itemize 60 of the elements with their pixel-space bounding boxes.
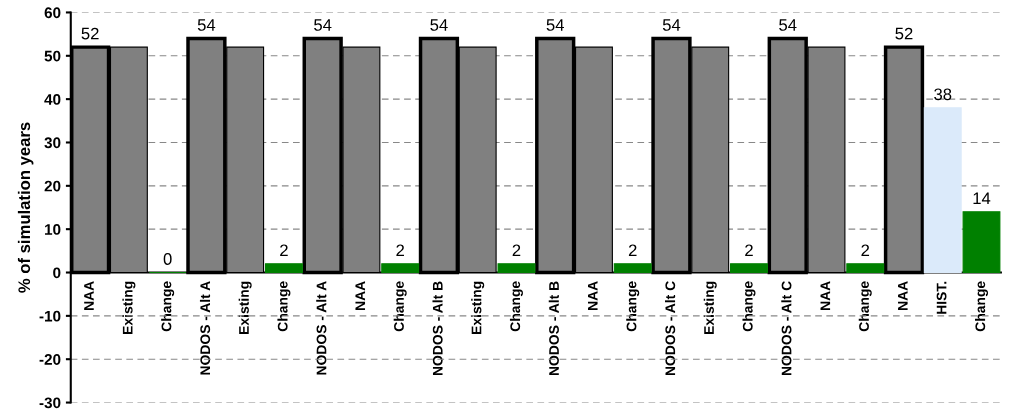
bar	[846, 263, 885, 274]
x-tick-label: HIST.	[936, 281, 947, 314]
x-tick-label: Existing	[122, 281, 136, 334]
x-tick-label: Change	[509, 281, 523, 332]
y-axis-title: % of simulation years	[17, 122, 34, 293]
x-tick-label: Change	[161, 281, 175, 332]
x-tick-label: NAA	[355, 281, 366, 311]
y-tick-label: 40	[44, 94, 61, 105]
y-tick-label: -30	[39, 397, 61, 409]
y-tick-label: 0	[53, 267, 61, 279]
data-label: 54	[197, 19, 216, 31]
data-label: 54	[779, 19, 797, 31]
data-label: 2	[861, 244, 870, 257]
data-label: 38	[934, 88, 952, 101]
bar	[613, 263, 652, 274]
x-tick-label: NAA	[84, 281, 94, 311]
y-tick-label: 50	[44, 50, 61, 62]
data-label: 54	[430, 19, 448, 31]
x-tick-label: Change	[393, 281, 407, 332]
y-tick-label: 10	[45, 224, 61, 235]
x-tick-label: Change	[975, 281, 989, 332]
data-label: 2	[396, 244, 404, 257]
x-tick-label: Existing	[703, 281, 717, 334]
data-label: 2	[280, 244, 288, 257]
x-tick-label: Existing	[238, 281, 252, 334]
x-tick-label: NODOS - Alt A	[199, 281, 211, 375]
bar	[923, 107, 962, 274]
x-tick-label: Existing	[471, 281, 485, 334]
bar	[962, 211, 1001, 274]
data-label: 14	[973, 192, 991, 205]
x-tick-label: Change	[858, 281, 872, 332]
bar	[730, 263, 768, 274]
data-label: 2	[512, 244, 521, 257]
y-tick-label: -20	[39, 354, 61, 365]
x-tick-label: NAA	[820, 281, 831, 311]
x-tick-label: NODOS - Alt B	[432, 281, 443, 376]
data-label: 54	[314, 19, 332, 31]
x-tick-label: Change	[626, 281, 640, 332]
x-tick-label: NAA	[898, 281, 908, 311]
data-label: 54	[546, 19, 564, 31]
data-label: 54	[662, 19, 681, 31]
x-tick-label: NODOS - Alt B	[548, 281, 559, 376]
x-tick-label: Change	[742, 281, 756, 332]
data-label: 52	[81, 27, 99, 40]
data-label: 52	[895, 27, 913, 40]
y-tick-label: 60	[44, 7, 61, 19]
bar	[264, 263, 303, 274]
bar	[381, 263, 420, 274]
bar	[497, 263, 536, 274]
data-label: 2	[628, 244, 637, 257]
y-tick-label: 30	[44, 137, 61, 149]
data-label: 2	[745, 244, 753, 257]
y-tick-label: -10	[39, 310, 61, 322]
x-tick-label: NODOS - Alt A	[316, 281, 327, 375]
x-tick-label: NODOS - Alt C	[781, 281, 792, 376]
y-tick-label: 20	[44, 180, 61, 192]
x-tick-label: NAA	[588, 281, 598, 311]
x-tick-label: NODOS - Alt C	[665, 281, 676, 376]
data-label: 0	[163, 253, 172, 265]
x-tick-label: Change	[277, 281, 291, 332]
